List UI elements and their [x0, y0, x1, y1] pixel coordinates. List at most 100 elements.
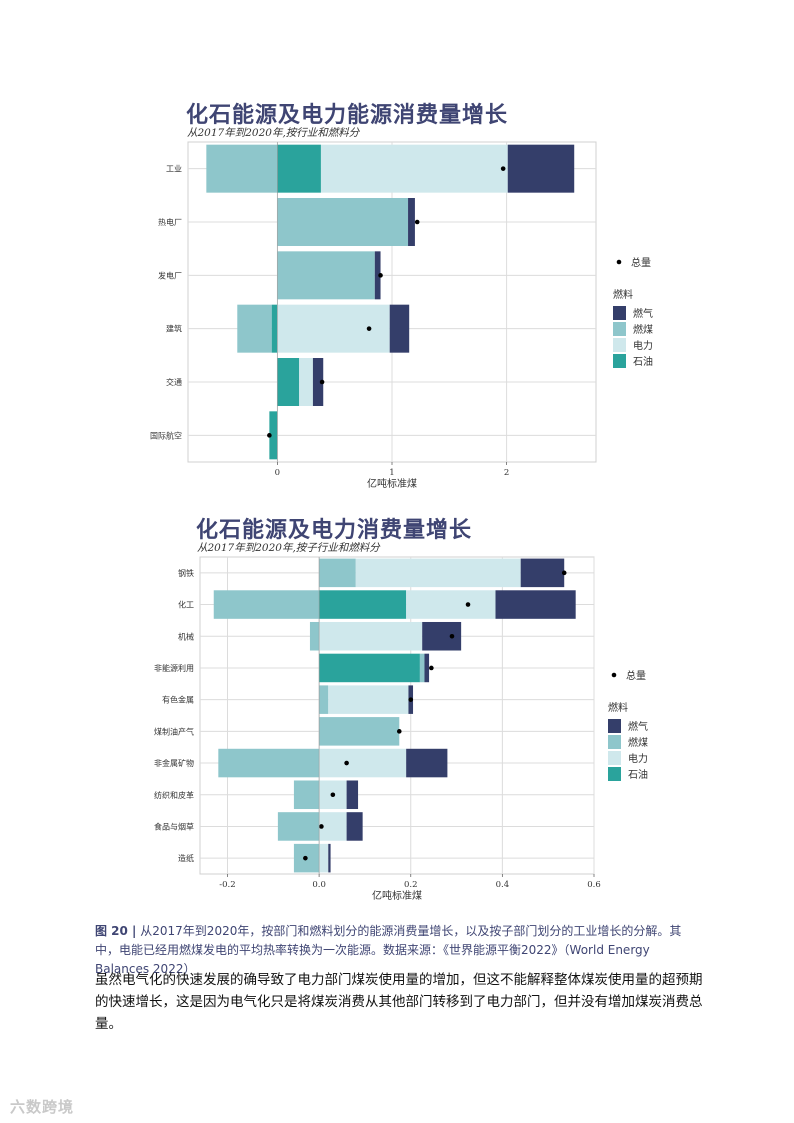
- chart-2-bar-电力: [319, 843, 329, 873]
- chart-2-x-tick-label: 0.4: [496, 880, 510, 890]
- chart-2-bar-燃气: [520, 558, 565, 588]
- chart-2-legend-title: 燃料: [608, 701, 628, 714]
- chart-2-legend-swatch-石油: [608, 767, 621, 781]
- chart-1-total-dot: [319, 379, 325, 385]
- chart-2-x-tick-label: -0.2: [219, 880, 235, 890]
- chart-1-legend-total-label: 总量: [631, 256, 651, 269]
- chart-2-total-dot: [303, 855, 308, 861]
- chart-1-bar-燃气: [408, 198, 415, 246]
- chart-1-bar-电力: [299, 358, 313, 406]
- chart-1-category-label: 发电厂: [158, 270, 182, 280]
- chart-1-total-dot: [500, 166, 506, 171]
- chart-2-category-label: 食品与烟草: [154, 821, 194, 831]
- chart-2-total-dot: [561, 570, 567, 576]
- chart-1-x-axis-label: 亿吨标准煤: [367, 477, 417, 490]
- chart-2-x-axis-label: 亿吨标准煤: [372, 889, 422, 902]
- chart-2-bar-燃气: [406, 748, 448, 778]
- chart-2-total-dot: [429, 665, 434, 671]
- chart-2-legend-total-label: 总量: [626, 669, 646, 682]
- chart-2-bar-石油: [319, 590, 407, 619]
- chart-1-legend-label-燃煤: 燃煤: [633, 323, 653, 336]
- chart-1-bar-燃气: [312, 358, 324, 406]
- figure-caption: 图 20 | 从2017年到2020年，按部门和燃料划分的能源消费量增长，以及按…: [95, 922, 705, 979]
- chart-1-bar-燃煤: [206, 144, 278, 193]
- chart-1-bar-石油: [271, 304, 278, 353]
- chart-1-legend-label-石油: 石油: [633, 355, 653, 368]
- chart-2-legend-label-燃煤: 燃煤: [628, 736, 648, 749]
- chart-2-category-label: 化工: [178, 600, 194, 610]
- chart-1-category-label: 工业: [166, 164, 182, 174]
- chart-1-total-dot: [267, 433, 272, 438]
- chart-1-legend-total-dot: [616, 259, 622, 265]
- chart-1-category-label: 交通: [166, 377, 182, 387]
- chart-1-category-label: 建筑: [166, 324, 182, 334]
- chart-2-bar-燃气: [422, 621, 462, 651]
- chart-2-x-tick-label: 0.6: [587, 880, 601, 890]
- chart-1-total-dot: [378, 273, 383, 278]
- chart-2-bar-石油: [319, 653, 420, 683]
- chart-1-category-label: 热电厂: [158, 217, 182, 227]
- chart-2-bar-燃煤: [293, 780, 320, 810]
- chart-2-bar-电力: [355, 558, 521, 588]
- chart-2-bar-燃煤: [319, 558, 356, 588]
- chart-1-x-tick-label: 1: [389, 468, 394, 478]
- chart-2-category-label: 非能源利用: [154, 663, 194, 673]
- chart-2-subtitle: 从2017年到2020年,按子行业和燃料分: [197, 542, 380, 554]
- chart-1-x-tick-label: 2: [504, 468, 509, 478]
- chart-2-x-tick-label: 0.0: [312, 880, 326, 890]
- chart-1-bar-石油: [277, 358, 300, 406]
- body-paragraph: 虽然电气化的快速发展的确导致了电力部门煤炭使用量的增加，但这不能解释整体煤炭使用…: [95, 972, 703, 1032]
- chart-2-bar-燃煤: [218, 748, 320, 778]
- chart-2-total-dot: [319, 824, 324, 829]
- chart-2-bar-燃气: [424, 653, 430, 683]
- chart-2-bar-电力: [319, 621, 423, 651]
- chart-1-category-label: 国际航空: [150, 430, 182, 440]
- chart-2-legend-swatch-燃气: [608, 719, 621, 733]
- chart-1-legend-swatch-石油: [613, 354, 626, 368]
- chart-2-bar-燃煤: [213, 590, 320, 619]
- chart-2-bar-燃气: [346, 812, 363, 841]
- chart-2-bar-电力: [319, 748, 407, 778]
- figure-label: 图 20 |: [95, 924, 137, 938]
- chart-1-bar-电力: [320, 144, 508, 193]
- chart-2-bar-燃煤: [319, 685, 329, 714]
- chart-2-title: 化石能源及电力消费量增长: [196, 517, 473, 543]
- chart-2-bar-燃煤: [277, 812, 320, 841]
- chart-2-total-dot: [408, 697, 414, 702]
- chart-1-bar-石油: [269, 411, 278, 460]
- chart-2-category-label: 纺织和皮革: [154, 790, 194, 800]
- chart-2-total-dot: [465, 602, 471, 607]
- chart-2-bar-燃气: [495, 590, 576, 619]
- chart-2-category-label: 非金属矿物: [154, 758, 194, 768]
- chart-2-category-label: 煤制油产气: [154, 726, 194, 736]
- chart-1-bar-燃气: [389, 304, 410, 353]
- chart-2-total-dot: [449, 633, 455, 639]
- caption-text: 从2017年到2020年，按部门和燃料划分的能源消费量增长，以及按子部门划分的工…: [95, 924, 682, 976]
- chart-2-category-label: 机械: [178, 631, 194, 641]
- chart-2-x-tick-label: 0.2: [404, 880, 418, 890]
- chart-2-total-dot: [330, 792, 336, 798]
- chart-1-title: 化石能源及电力能源消费量增长: [186, 102, 509, 128]
- chart-2-total-dot: [344, 760, 349, 766]
- chart-2-category-label: 造纸: [178, 853, 194, 863]
- chart-2-bar-燃气: [346, 780, 359, 810]
- chart-1-legend-label-燃气: 燃气: [633, 307, 653, 320]
- chart-2-bar-燃气: [328, 843, 331, 873]
- chart-1-legend-swatch-燃气: [613, 306, 626, 320]
- chart-1-bar-燃气: [507, 144, 575, 193]
- chart-2-bar-电力: [328, 685, 409, 714]
- watermark-logo: 六数跨境: [10, 1098, 75, 1116]
- chart-2-legend-swatch-燃煤: [608, 735, 621, 749]
- chart-2-legend-swatch-电力: [608, 751, 621, 765]
- chart-1-total-dot: [414, 219, 420, 225]
- chart-2-bar-燃煤: [319, 717, 400, 746]
- chart-2-legend-label-石油: 石油: [628, 768, 648, 781]
- chart-2-bar-电力: [406, 590, 496, 619]
- chart-1-bar-燃煤: [277, 251, 375, 300]
- chart-1-legend-title: 燃料: [613, 288, 633, 301]
- chart-2-legend-label-燃气: 燃气: [628, 720, 648, 733]
- chart-2-category-label: 钢铁: [178, 568, 194, 578]
- chart-1-bar-燃气: [374, 251, 381, 300]
